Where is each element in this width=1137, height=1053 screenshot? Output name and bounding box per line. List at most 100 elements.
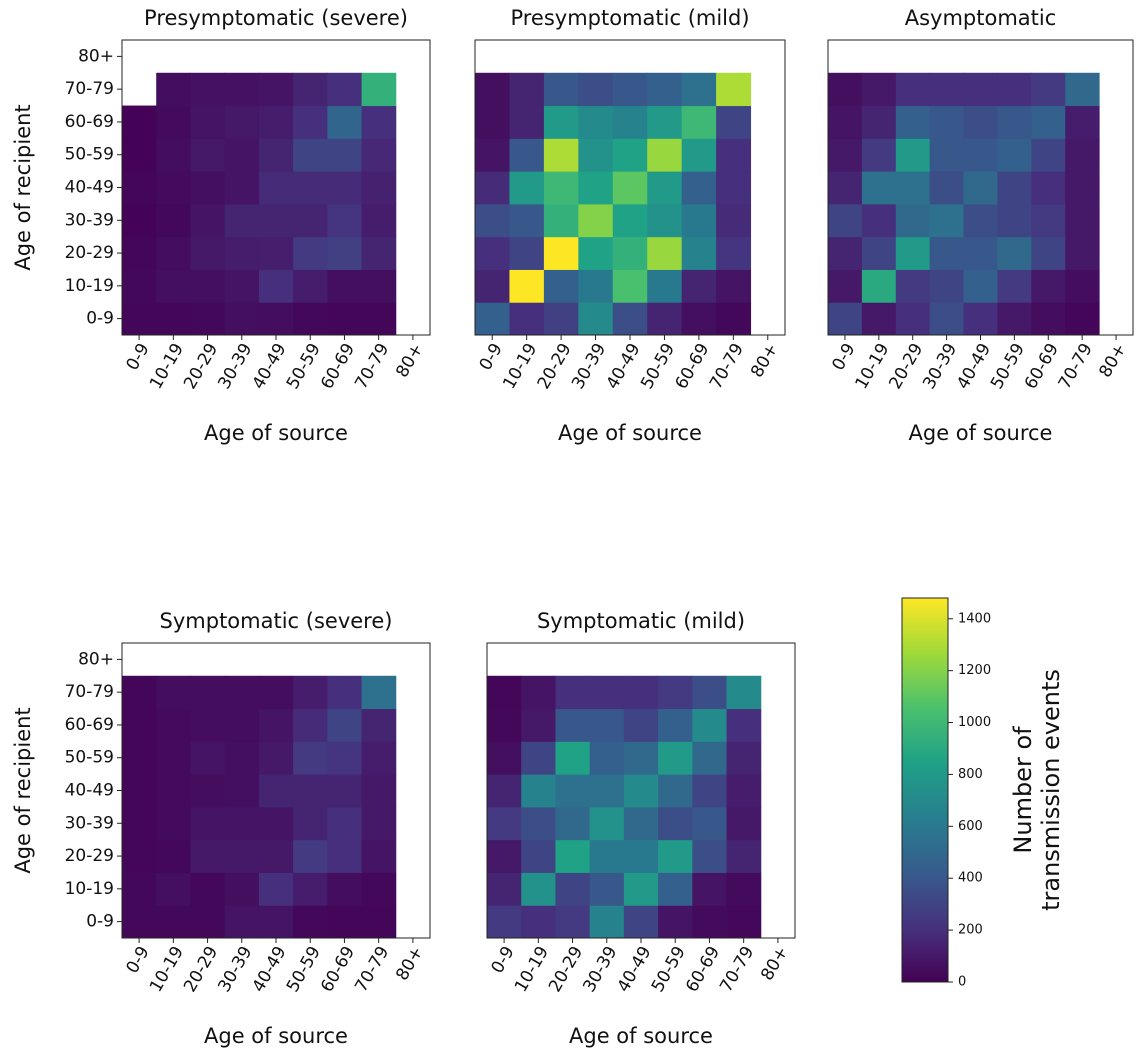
heatmap-cell: [258, 171, 294, 205]
heatmap-cell: [190, 708, 226, 742]
y-axis-label: Age of recipient: [11, 104, 35, 270]
heatmap-cell: [190, 269, 226, 303]
heatmap-cell: [555, 839, 591, 873]
heatmap-cell: [1065, 236, 1100, 270]
heatmap-cell: [487, 905, 522, 939]
x-tick-label: 60-69: [672, 340, 714, 393]
x-tick-label: 60-69: [317, 943, 359, 996]
heatmap-cell: [258, 839, 294, 873]
heatmap-cell: [475, 269, 510, 303]
heatmap-cell: [658, 741, 693, 775]
heatmap-cell: [1031, 105, 1066, 139]
heatmap-cell: [327, 302, 363, 336]
heatmap-cell: [612, 269, 648, 303]
heatmap-cell: [156, 269, 191, 303]
heatmap-cell: [716, 171, 752, 205]
heatmap-cell: [861, 203, 897, 238]
colorbar-label-line: Number of: [1009, 726, 1037, 854]
heatmap-cell: [647, 72, 683, 107]
heatmap-cell: [589, 708, 625, 742]
x-tick-label: 60-69: [317, 340, 359, 393]
heatmap-cell: [521, 708, 556, 742]
x-tick-label: 20-29: [534, 340, 576, 393]
heatmap-cell: [521, 675, 556, 710]
heatmap-cell: [293, 203, 328, 238]
heatmap-cell: [828, 203, 863, 238]
heatmap-cell: [361, 806, 397, 841]
heatmap-cell: [612, 138, 648, 172]
heatmap-cell: [726, 872, 762, 906]
heatmap-cell: [555, 806, 591, 841]
y-tick-label: 80+: [78, 649, 114, 669]
heatmap-cell: [895, 269, 931, 303]
heatmap-cell: [224, 905, 260, 939]
heatmap-cell: [543, 236, 579, 270]
x-tick-label: 80+: [747, 340, 782, 381]
heatmap-cell: [623, 905, 659, 939]
heatmap-cell: [224, 138, 260, 172]
heatmap-cell: [589, 774, 625, 808]
x-tick-label: 40-49: [249, 943, 291, 996]
colorbar-label-line: transmission events: [1037, 669, 1065, 911]
heatmap-cell: [509, 171, 545, 205]
heatmap-cell: [681, 203, 717, 238]
heatmap-cell: [190, 806, 226, 841]
y-tick-label: 60-69: [65, 715, 114, 735]
heatmap-cell: [361, 302, 397, 336]
heatmap-cell: [578, 302, 614, 336]
heatmap-cell: [293, 708, 328, 742]
x-tick-label: 50-59: [283, 340, 325, 393]
heatmap-cell: [997, 105, 1032, 139]
y-tick-label: 10-19: [65, 879, 114, 899]
heatmap-cell: [361, 872, 397, 906]
heatmap-cell: [647, 302, 683, 336]
heatmap-cell: [726, 675, 762, 710]
heatmap-cell: [361, 741, 397, 775]
heatmap-cell: [122, 203, 157, 238]
heatmap-cell: [190, 839, 226, 873]
heatmap-cell: [509, 72, 545, 107]
heatmap-cell: [543, 138, 579, 172]
heatmap-cell: [1031, 203, 1066, 238]
heatmap-cell: [122, 872, 157, 906]
heatmap-cell: [258, 708, 294, 742]
heatmap-cell: [963, 171, 998, 205]
heatmap-cell: [361, 138, 397, 172]
heatmap-cell: [589, 806, 625, 841]
heatmap-cell: [327, 105, 363, 139]
heatmap-cell: [293, 72, 328, 107]
heatmap-cell: [543, 302, 579, 336]
heatmap-cell: [487, 741, 522, 775]
heatmap-cell: [156, 302, 191, 336]
heatmap-cell: [293, 105, 328, 139]
x-tick-label: 30-39: [214, 943, 256, 996]
x-tick-label: 30-39: [568, 340, 610, 393]
heatmap-cell: [895, 203, 931, 238]
x-tick-label: 30-39: [579, 943, 621, 996]
heatmap-cell: [521, 905, 556, 939]
colorbar-tick-label: 0: [958, 975, 966, 990]
heatmap-cell: [327, 171, 363, 205]
heatmap-cell: [190, 302, 226, 336]
colorbar-tick-label: 1000: [958, 715, 991, 730]
heatmap-cell: [692, 905, 728, 939]
heatmap-cell: [929, 302, 965, 336]
heatmap-cell: [293, 236, 328, 270]
heatmap-cell: [190, 138, 226, 172]
heatmap-cell: [895, 138, 931, 172]
heatmap-cell: [224, 806, 260, 841]
heatmap-cell: [963, 269, 998, 303]
heatmap-cell: [929, 236, 965, 270]
heatmap-cell: [156, 839, 191, 873]
heatmap-cell: [521, 774, 556, 808]
heatmap-cell: [692, 839, 728, 873]
x-tick-label: 80+: [392, 340, 427, 381]
heatmap-cell: [997, 138, 1032, 172]
heatmap-cell: [692, 872, 728, 906]
heatmap-cell: [475, 105, 510, 139]
y-tick-label: 20-29: [65, 846, 114, 866]
heatmap-cell: [1031, 138, 1066, 172]
heatmap-cell: [861, 269, 897, 303]
heatmap-cell: [156, 675, 191, 710]
heatmap-cell: [929, 203, 965, 238]
